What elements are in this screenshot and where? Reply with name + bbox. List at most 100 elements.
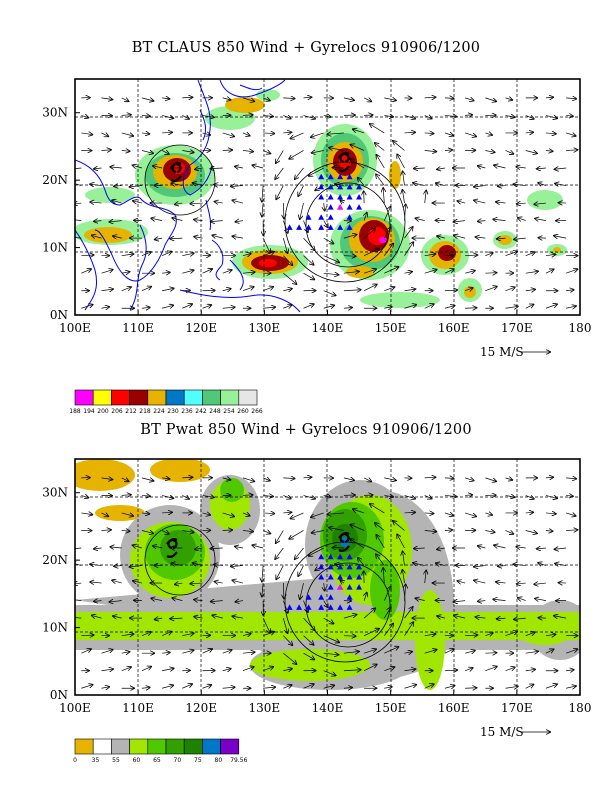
gyre-marker xyxy=(346,553,353,560)
wind-vector xyxy=(566,115,573,116)
wind-vector xyxy=(363,664,377,672)
wind-vector xyxy=(476,237,486,238)
gyre-marker xyxy=(318,224,325,230)
wind-vector xyxy=(375,143,385,151)
wind-vector xyxy=(444,513,453,516)
wind-vector xyxy=(376,174,385,186)
wind-vector xyxy=(101,270,113,274)
gyre-marker xyxy=(346,584,353,590)
gyre-marker xyxy=(346,183,353,190)
wind-vector xyxy=(525,271,538,273)
wind-vector xyxy=(94,221,102,222)
wind-vector xyxy=(211,221,223,222)
wind-vector xyxy=(364,593,367,601)
wind-vector xyxy=(141,252,151,256)
panel1-gyre-markers xyxy=(286,173,363,230)
colorbar-swatch xyxy=(74,389,94,406)
wind-vector xyxy=(121,98,129,101)
wind-vector xyxy=(222,307,235,308)
wind-vector xyxy=(566,98,576,99)
wind-vector xyxy=(113,616,122,618)
wind-vector xyxy=(424,477,436,478)
wind-vector xyxy=(130,566,142,567)
wind-vector xyxy=(444,530,452,531)
wind-vector xyxy=(485,667,496,672)
gyre-marker xyxy=(337,173,344,180)
wind-vector xyxy=(101,289,113,291)
wind-vector xyxy=(215,202,223,204)
colorbar-label: 248 xyxy=(209,408,221,415)
gyre-marker xyxy=(327,224,334,230)
wind-vector xyxy=(303,97,312,98)
wind-vector xyxy=(424,115,432,118)
wind-vector xyxy=(534,583,546,584)
wind-vector xyxy=(554,616,567,618)
wind-vector xyxy=(383,207,390,221)
wind-vector xyxy=(478,221,486,222)
wind-vector xyxy=(283,203,284,218)
wind-vector xyxy=(353,509,365,514)
wind-vector xyxy=(303,272,315,279)
gyre-marker xyxy=(318,563,325,570)
wind-vector xyxy=(437,548,445,549)
wind-vector xyxy=(525,115,534,118)
colorbar-label: 80 xyxy=(215,757,223,764)
colorbar-label: 79.56 xyxy=(230,757,247,764)
wind-vector xyxy=(182,633,193,635)
wind-vector xyxy=(384,478,396,480)
wind-vector xyxy=(404,289,416,291)
wind-vector xyxy=(283,583,284,598)
y-tick-label: 10N xyxy=(42,241,68,255)
wind-vector xyxy=(516,167,526,168)
wind-vector xyxy=(81,685,92,689)
wind-vector xyxy=(175,203,183,204)
wind-vector xyxy=(494,165,506,168)
wind-vector xyxy=(202,513,211,515)
wind-vector xyxy=(262,150,270,153)
wind-vector xyxy=(555,564,567,566)
wind-vector xyxy=(289,150,304,158)
wind-vector xyxy=(153,166,163,168)
wind-vector xyxy=(444,133,453,136)
colorbar-swatch xyxy=(111,389,130,406)
wind-vector xyxy=(141,98,154,101)
wind-vector xyxy=(343,307,352,308)
wind-vector xyxy=(133,545,143,548)
wind-vector xyxy=(170,238,183,239)
wind-vector xyxy=(497,238,506,239)
wind-vector xyxy=(404,242,414,256)
wind-vector xyxy=(262,287,273,292)
panel1-map xyxy=(75,79,580,315)
wind-vector xyxy=(323,290,336,296)
wind-vector xyxy=(358,178,365,186)
wind-vector xyxy=(525,132,533,133)
wind-vector xyxy=(182,150,193,152)
wind-vector xyxy=(383,568,384,584)
wind-vector xyxy=(121,150,130,151)
wind-vector xyxy=(323,305,335,308)
gyre-marker xyxy=(356,574,363,580)
wind-vector xyxy=(283,98,294,99)
wind-vector xyxy=(276,565,284,580)
wind-vector xyxy=(566,478,576,479)
wind-vector xyxy=(81,133,92,135)
wind-vector xyxy=(190,203,203,204)
colorbar-label: 206 xyxy=(111,408,123,415)
wind-vector xyxy=(514,618,526,619)
wind-vector xyxy=(121,272,130,273)
wind-vector xyxy=(444,686,454,689)
wind-vector xyxy=(162,305,173,308)
wind-vector xyxy=(141,530,153,533)
wind-vector xyxy=(350,525,365,531)
wind-vector xyxy=(414,168,425,169)
wind-vector xyxy=(109,221,122,222)
wind-vector xyxy=(211,168,223,169)
gyre-marker xyxy=(318,604,325,610)
wind-vector xyxy=(465,512,476,516)
wind-vector xyxy=(262,203,263,216)
wind-vector xyxy=(384,624,393,636)
gyre-marker xyxy=(356,584,363,590)
wind-vector xyxy=(214,565,223,566)
wind-vector xyxy=(343,256,356,257)
wind-vector xyxy=(171,563,183,565)
